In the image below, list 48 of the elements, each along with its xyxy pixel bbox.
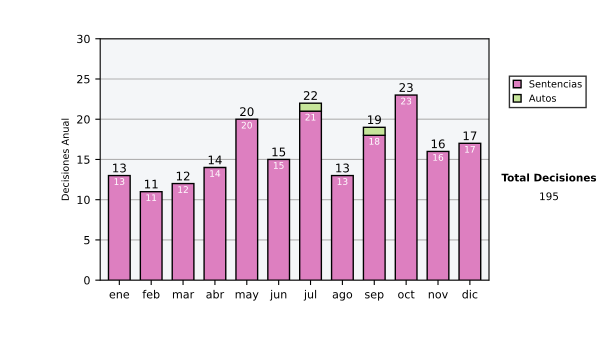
data-label: 23 [401,98,412,104]
x-tick-label: sep [365,292,384,301]
total-label: 14 [208,156,222,164]
data-label: 21 [305,114,316,120]
x-tick-label: ene [110,292,130,298]
data-label: 18 [370,138,380,145]
total-label: 16 [432,139,445,148]
legend-label: Sentencias [530,80,582,88]
total-label: 12 [176,172,190,180]
x-tick-label: feb [142,290,160,298]
x-tick-label: jul [304,290,316,301]
total-label: 22 [304,91,317,100]
y-tick-label: 25 [77,74,90,84]
y-tick-label: 0 [84,276,90,285]
data-label: 17 [465,146,475,153]
data-label: 13 [114,178,124,185]
x-tick-label: oct [398,290,415,298]
x-tick-label: may [236,292,259,301]
x-tick-label: ago [332,292,352,301]
data-label: 11 [146,194,156,201]
total-label: 13 [336,164,349,172]
data-label: 14 [210,170,220,177]
legend-label: Autos [528,94,556,102]
x-tick-label: jun [270,290,286,301]
total-label: 15 [272,148,286,156]
data-label: 20 [242,122,252,129]
data-label: 15 [274,162,284,169]
total-label: 17 [464,132,476,140]
total-label: 11 [144,180,158,188]
total-label: 13 [113,164,126,172]
data-label: 16 [433,154,444,161]
text: 195 [540,192,558,200]
total-label: 20 [240,107,254,116]
x-tick-label: nov [428,292,448,298]
x-tick-label: abr [206,290,224,298]
y-tick-label: 15 [78,156,90,164]
y-tick-label: 5 [84,236,90,244]
y-tick-label: 30 [77,34,90,44]
total-label: 23 [399,83,413,92]
x-tick-label: mar [172,292,194,298]
data-label: 13 [338,178,348,185]
y-tick-label: 10 [78,196,90,204]
text: Total Decisiones [501,173,596,182]
x-tick-label: dic [462,290,478,298]
y-axis-title: Decisiones Anual [61,118,69,200]
y-tick-label: 20 [77,115,90,124]
total-label: 19 [368,115,381,124]
data-label: 12 [178,186,188,193]
